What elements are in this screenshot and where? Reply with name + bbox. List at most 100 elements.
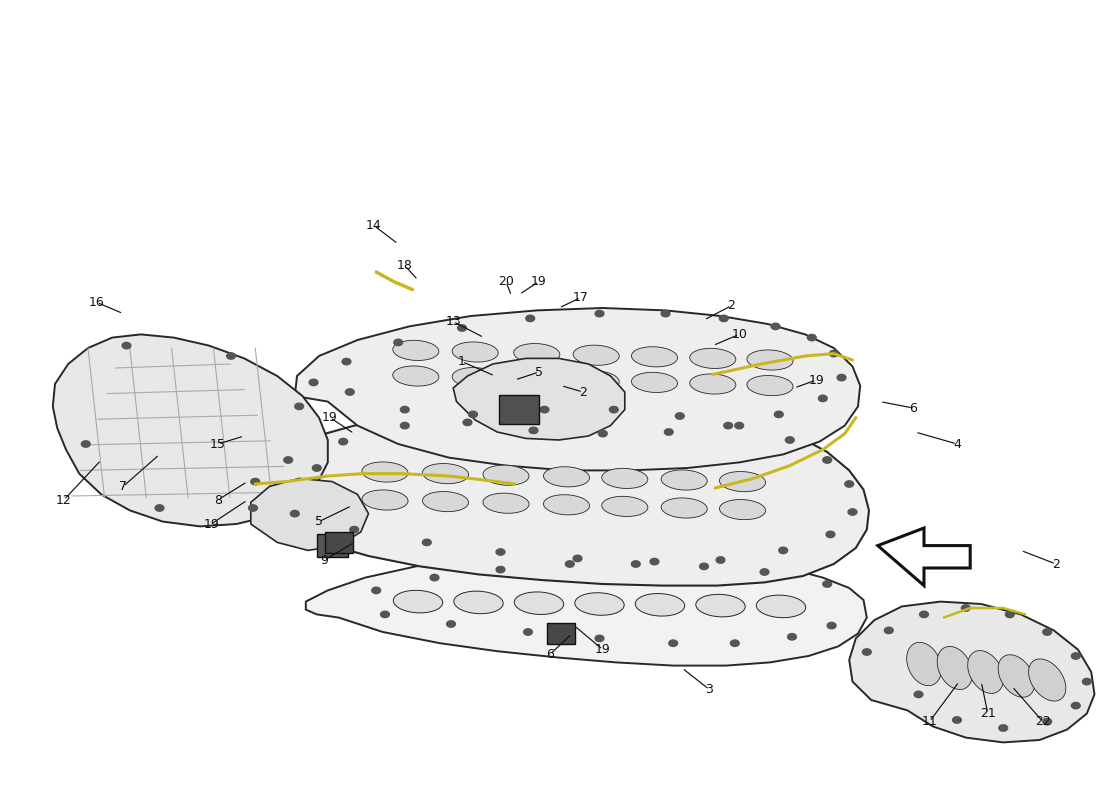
- Circle shape: [430, 574, 439, 581]
- Circle shape: [227, 353, 235, 359]
- Text: 2: 2: [727, 299, 736, 312]
- Ellipse shape: [422, 491, 469, 512]
- Text: 13: 13: [446, 315, 461, 328]
- Ellipse shape: [719, 471, 766, 492]
- Polygon shape: [849, 602, 1094, 742]
- Text: 10: 10: [732, 328, 747, 341]
- Ellipse shape: [602, 496, 648, 517]
- Circle shape: [837, 374, 846, 381]
- Circle shape: [719, 315, 728, 322]
- Polygon shape: [53, 334, 328, 526]
- Circle shape: [1005, 611, 1014, 618]
- Circle shape: [724, 422, 733, 429]
- Circle shape: [961, 605, 970, 611]
- Ellipse shape: [393, 366, 439, 386]
- Text: 3: 3: [705, 683, 714, 696]
- Circle shape: [447, 621, 455, 627]
- Ellipse shape: [483, 465, 529, 486]
- Ellipse shape: [543, 466, 590, 487]
- Circle shape: [312, 465, 321, 471]
- Text: 5: 5: [315, 515, 323, 528]
- Circle shape: [290, 510, 299, 517]
- Circle shape: [339, 438, 348, 445]
- Polygon shape: [295, 308, 860, 470]
- Circle shape: [818, 395, 827, 402]
- Text: 2: 2: [579, 386, 587, 398]
- Ellipse shape: [573, 345, 619, 366]
- Circle shape: [953, 717, 961, 723]
- Ellipse shape: [452, 367, 498, 388]
- Ellipse shape: [631, 346, 678, 367]
- Circle shape: [669, 640, 678, 646]
- Circle shape: [735, 422, 744, 429]
- Circle shape: [400, 406, 409, 413]
- Text: 1: 1: [458, 355, 466, 368]
- Circle shape: [309, 379, 318, 386]
- Ellipse shape: [602, 468, 648, 489]
- Circle shape: [295, 403, 304, 410]
- Ellipse shape: [362, 462, 408, 482]
- Circle shape: [284, 457, 293, 463]
- Ellipse shape: [573, 370, 619, 391]
- Ellipse shape: [515, 592, 563, 614]
- Circle shape: [779, 547, 788, 554]
- Bar: [547, 623, 575, 644]
- Circle shape: [823, 457, 832, 463]
- Circle shape: [829, 350, 838, 357]
- Ellipse shape: [998, 654, 1035, 698]
- Circle shape: [345, 389, 354, 395]
- Polygon shape: [306, 552, 867, 666]
- Circle shape: [807, 334, 816, 341]
- Circle shape: [496, 549, 505, 555]
- Circle shape: [394, 339, 403, 346]
- Circle shape: [458, 325, 466, 331]
- Circle shape: [609, 406, 618, 413]
- Circle shape: [661, 310, 670, 317]
- Circle shape: [760, 569, 769, 575]
- Circle shape: [1071, 702, 1080, 709]
- Circle shape: [845, 481, 854, 487]
- Circle shape: [595, 635, 604, 642]
- Ellipse shape: [661, 470, 707, 490]
- Circle shape: [788, 634, 796, 640]
- Circle shape: [823, 581, 832, 587]
- Text: 4: 4: [953, 438, 961, 450]
- Text: 19: 19: [204, 518, 219, 530]
- Circle shape: [422, 539, 431, 546]
- Text: 19: 19: [531, 275, 547, 288]
- Ellipse shape: [690, 348, 736, 369]
- Circle shape: [469, 411, 477, 418]
- Ellipse shape: [514, 343, 560, 364]
- Circle shape: [999, 725, 1008, 731]
- Circle shape: [463, 419, 472, 426]
- Circle shape: [827, 622, 836, 629]
- Circle shape: [1043, 718, 1052, 725]
- Polygon shape: [231, 404, 869, 586]
- Text: eurocars: eurocars: [408, 326, 604, 402]
- Text: 22: 22: [1035, 715, 1050, 728]
- Ellipse shape: [483, 493, 529, 514]
- Text: 17: 17: [573, 291, 588, 304]
- Circle shape: [700, 563, 708, 570]
- Text: 12: 12: [56, 494, 72, 506]
- Text: a passion for cars since 1989: a passion for cars since 1989: [398, 394, 702, 478]
- Ellipse shape: [1028, 659, 1066, 701]
- Circle shape: [595, 310, 604, 317]
- Ellipse shape: [747, 350, 793, 370]
- Text: 18: 18: [397, 259, 412, 272]
- Text: 8: 8: [213, 494, 222, 506]
- Ellipse shape: [968, 650, 1003, 694]
- Circle shape: [526, 315, 535, 322]
- Circle shape: [862, 649, 871, 655]
- Circle shape: [1071, 653, 1080, 659]
- Text: 21: 21: [980, 707, 996, 720]
- Text: 19: 19: [808, 374, 824, 386]
- Circle shape: [251, 478, 260, 485]
- Ellipse shape: [631, 372, 678, 393]
- Ellipse shape: [362, 490, 408, 510]
- Circle shape: [675, 413, 684, 419]
- Ellipse shape: [747, 375, 793, 396]
- Ellipse shape: [690, 374, 736, 394]
- Text: 16: 16: [89, 296, 104, 309]
- Text: 15: 15: [210, 438, 225, 450]
